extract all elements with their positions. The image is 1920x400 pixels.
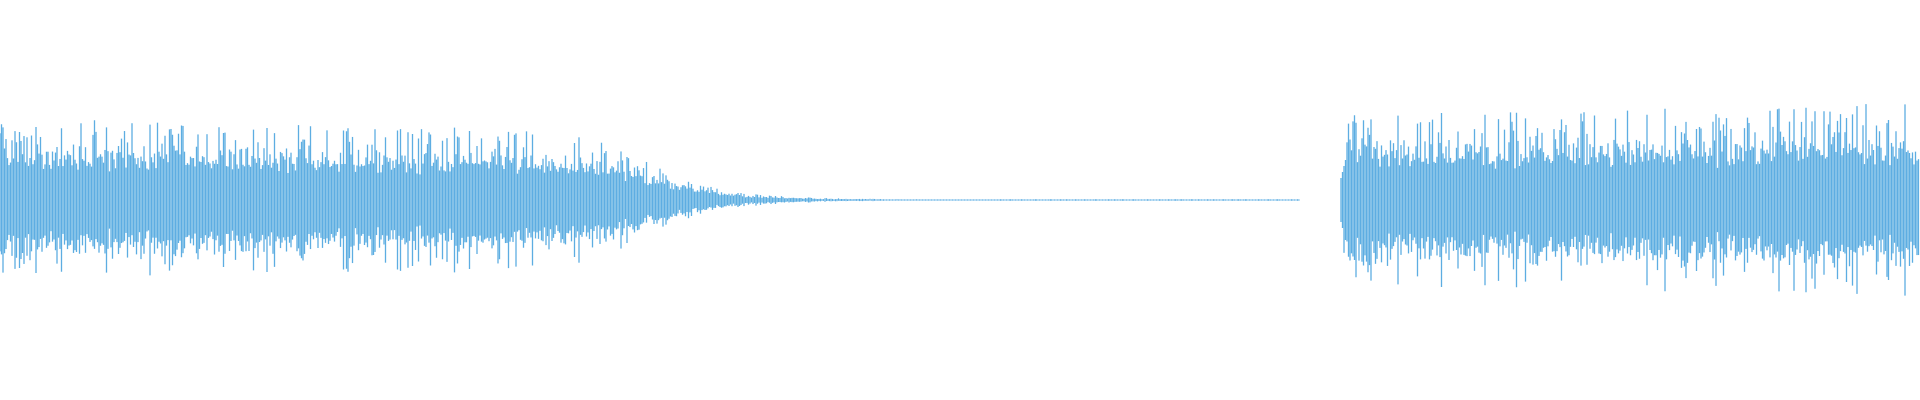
waveform-sample [1084,199,1086,201]
waveform-sample [1095,199,1097,201]
waveform-sample [1258,199,1260,201]
waveform-sample [1060,199,1062,201]
waveform-sample [1213,199,1215,201]
waveform-sample [1133,199,1135,201]
waveform-sample [1245,199,1247,201]
waveform-sample [1122,199,1124,201]
waveform-sample [1021,199,1023,201]
waveform-sample [1147,199,1149,201]
waveform-sample [1181,199,1183,201]
waveform-sample [1035,199,1037,201]
waveform-sample [1207,199,1209,201]
waveform-sample [1010,199,1012,201]
waveform-sample [1075,199,1077,201]
waveform-sample [1191,199,1193,201]
waveform-sample [1277,199,1279,201]
waveform-sample [1000,199,1002,201]
waveform-sample [1297,199,1299,201]
waveform-sample [1175,199,1177,201]
waveform-sample [1223,199,1225,201]
waveform-sample [1050,199,1052,201]
waveform-sample [1232,199,1234,201]
waveform-sample [1066,199,1068,201]
waveform-sample [1159,199,1161,201]
waveform-sample [1291,199,1293,201]
waveform-sample [1168,199,1170,201]
waveform-sample [1114,199,1116,201]
waveform-sample [1268,199,1270,201]
waveform-sample [1238,199,1240,201]
waveform-sample [1108,199,1110,201]
waveform-sample [1198,199,1200,201]
